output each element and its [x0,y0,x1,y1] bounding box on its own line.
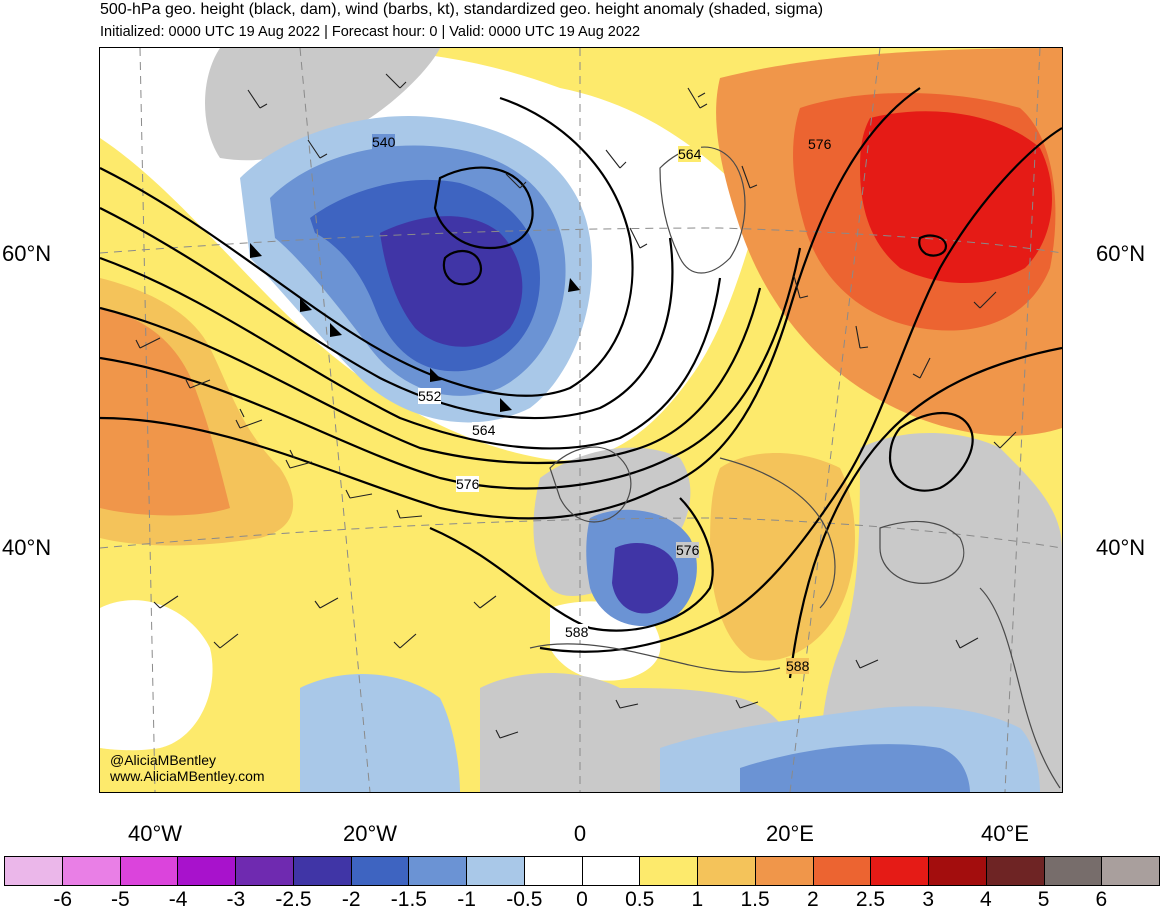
weather-map: 540 552 564 564 576 576 576 588 588 [99,47,1063,793]
colorbar-segment [236,857,294,885]
anomaly-south-blue-core [740,744,970,792]
colorbar-segment [293,857,352,885]
contour-label: 588 [565,624,589,640]
colorbar-segment [524,857,583,885]
contour-label: 588 [786,658,810,674]
colorbar-segment [178,857,236,885]
lon-label: 40°E [981,821,1029,846]
lat-label-60n-left: 60°N [2,241,52,266]
colorbar-tick-label: -4 [168,888,188,911]
colorbar-segment [62,857,121,885]
colorbar-segment [871,857,929,885]
colorbar-tick-label: -2.5 [275,888,312,911]
lon-label: 20°E [766,821,814,846]
colorbar-tick-label: 0.5 [625,888,655,911]
wind-pennants [250,243,580,412]
contour-label: 576 [808,136,832,152]
contour-label: 576 [676,542,700,558]
contour-label: 564 [472,422,496,438]
lon-label: 0 [573,821,587,846]
colorbar-tick-label: -0.5 [506,888,543,911]
map-subtitle: Initialized: 0000 UTC 19 Aug 2022 | Fore… [100,24,641,40]
colorbar-segment [409,857,467,885]
anomaly-sw-blue [300,674,460,792]
wind-barbs [135,73,1017,739]
colorbar-tick-label: 2 [806,888,819,911]
coastlines [529,146,1061,789]
colorbar-tick-label: -1.5 [390,888,427,911]
contour-label: 540 [372,134,396,150]
colorbar-segment [1044,857,1103,885]
anomaly-atlantic-orange-core [100,308,230,516]
graticule [100,48,1062,792]
colorbar-tick-label: 1 [691,888,704,911]
colorbar-segment [640,857,698,885]
colorbar-segment [5,857,63,885]
colorbar-tick-label: 4 [980,888,992,911]
colorbar-tick-label: -5 [111,888,130,911]
height-contours [100,87,1062,679]
colorbar-tick-label: 1.5 [740,888,770,911]
colorbar-segment [755,857,814,885]
anomaly-colorbar [4,856,1160,886]
anomaly-sw-white [100,600,213,751]
lat-label-60n-right: 60°N [1096,241,1146,266]
credit-website[interactable]: www.AliciaMBentley.com [110,768,265,784]
lon-label: 20°W [342,821,398,846]
map-title: 500-hPa geo. height (black, dam), wind (… [100,1,824,18]
colorbar-segment [467,857,525,885]
colorbar-segment [698,857,756,885]
colorbar-tick-label: 3 [922,888,935,911]
colorbar-segment [986,857,1045,885]
map-canvas [100,48,1062,792]
contour-label: 564 [678,146,702,162]
colorbar-tick-label: 0 [576,888,588,911]
lon-label: 40°W [127,821,183,846]
colorbar-segment [929,857,987,885]
colorbar-segment [1102,857,1159,885]
colorbar-tick-label: 6 [1095,888,1108,911]
colorbar-tick-label: -3 [226,888,246,911]
credit-handle: @AliciaMBentley [110,752,217,768]
colorbar-tick-label: -6 [53,888,73,911]
greenland-gray [205,48,440,161]
colorbar-segment [582,857,641,885]
lat-label-40n-left: 40°N [2,535,52,560]
colorbar-segment [351,857,410,885]
colorbar-tick-label: -1 [457,888,476,911]
anomaly-russia-red [860,111,1052,283]
anomaly-med-low-core [612,543,679,614]
colorbar-tick-label: 5 [1037,888,1050,911]
colorbar-segment [813,857,872,885]
colorbar-segment [120,857,179,885]
contour-label: 576 [456,476,480,492]
colorbar-tick-label: -2 [341,888,361,911]
eastern-orange [710,453,855,661]
lat-label-40n-right: 40°N [1096,535,1146,560]
eastern-gray [820,433,1062,792]
contour-label: 552 [418,388,442,404]
colorbar-tick-label: 2.5 [855,888,886,911]
